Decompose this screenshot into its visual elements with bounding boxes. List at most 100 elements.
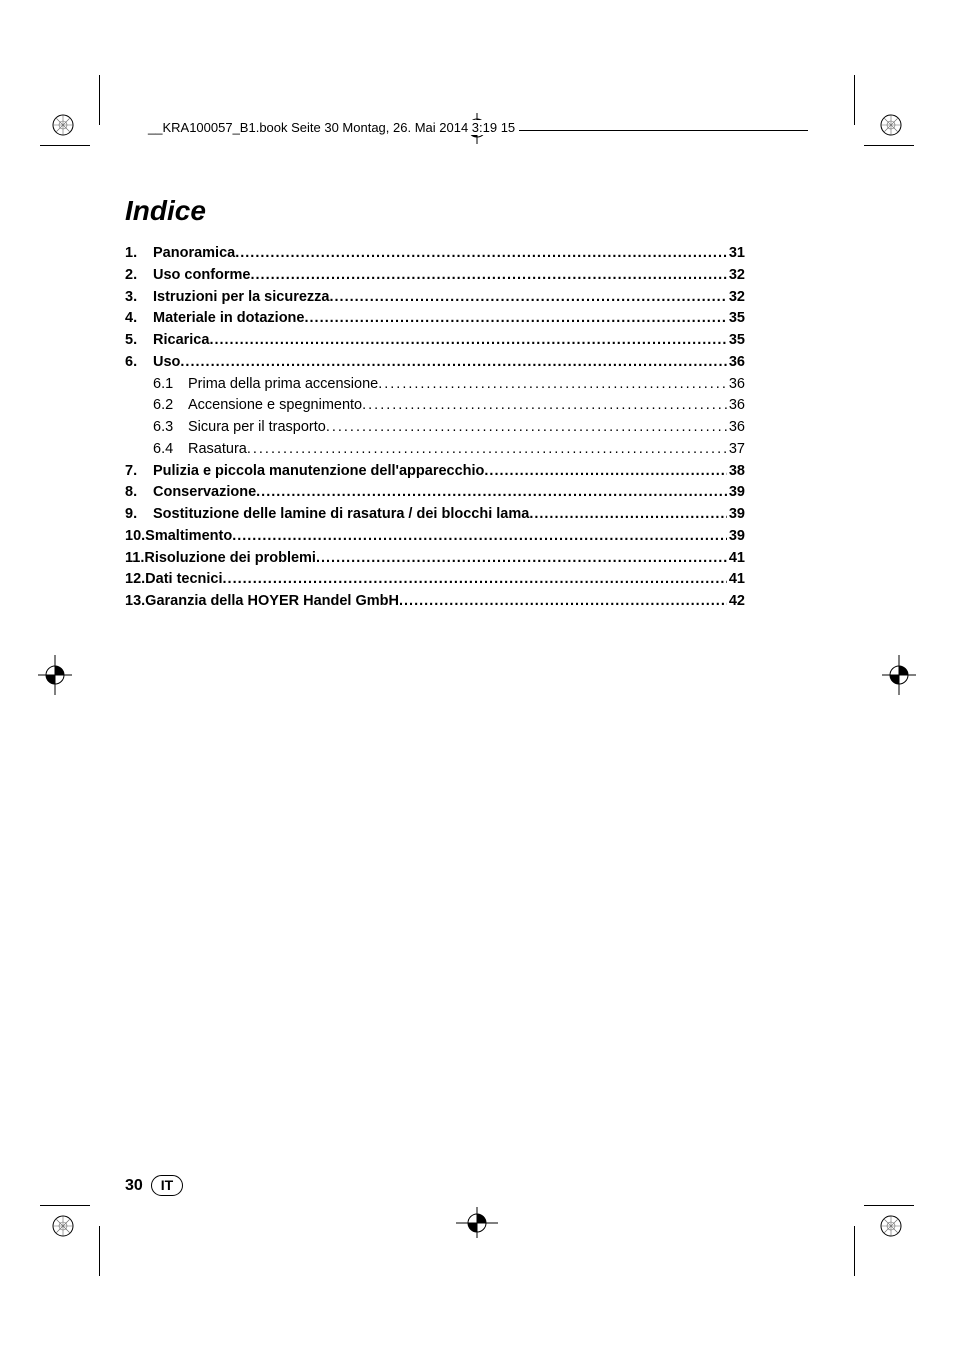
toc-section-number: 12. [125, 569, 145, 591]
toc-leader-dots [399, 591, 727, 613]
toc-row: 4.Materiale in dotazione 35 [125, 308, 745, 330]
toc-page-number: 39 [727, 482, 745, 504]
registration-mark-icon [882, 655, 916, 695]
registration-mark-icon [876, 1211, 906, 1241]
crop-mark [40, 145, 90, 146]
toc-page-number: 41 [727, 569, 745, 591]
toc-page-number: 35 [727, 330, 745, 352]
toc-label: Sicura per il trasporto [188, 417, 326, 439]
toc-label: Istruzioni per la sicurezza [153, 287, 329, 309]
crop-mark [99, 1226, 100, 1276]
toc-leader-dots [329, 287, 726, 309]
page: __KRA100057_B1.book Seite 30 Montag, 26.… [0, 0, 954, 1351]
toc-page-number: 36 [727, 352, 745, 374]
language-badge: IT [151, 1175, 183, 1196]
toc-label: Conservazione [153, 482, 256, 504]
crop-mark [99, 75, 100, 125]
toc-subsection-number: 6.4 [153, 439, 188, 461]
toc-row: 6.1Prima della prima accensione 36 [125, 374, 745, 396]
toc-label: Garanzia della HOYER Handel GmbH [145, 591, 399, 613]
toc-section-number: 10. [125, 526, 145, 548]
toc-row: 6.2Accensione e spegnimento 36 [125, 395, 745, 417]
toc-page-number: 32 [727, 265, 745, 287]
toc-label: Uso [153, 352, 180, 374]
toc-leader-dots [209, 330, 726, 352]
toc-leader-dots [232, 526, 727, 548]
registration-mark-icon [38, 655, 72, 695]
toc-section-number: 5. [125, 330, 153, 352]
toc-section-number: 4. [125, 308, 153, 330]
toc-section-number: 8. [125, 482, 153, 504]
page-title: Indice [125, 195, 745, 227]
toc-row: 6.Uso 36 [125, 352, 745, 374]
toc-label: Prima della prima accensione [188, 374, 378, 396]
toc-leader-dots [223, 569, 727, 591]
toc-page-number: 32 [727, 287, 745, 309]
crop-mark [854, 1226, 855, 1276]
crop-mark [864, 145, 914, 146]
toc-leader-dots [378, 374, 727, 396]
toc-label: Sostituzione delle lamine di rasatura / … [153, 504, 529, 526]
toc-leader-dots [251, 265, 727, 287]
toc-row: 6.4Rasatura 37 [125, 439, 745, 461]
toc-leader-dots [256, 482, 727, 504]
crop-mark [864, 1205, 914, 1206]
toc-leader-dots [235, 243, 727, 265]
running-head: __KRA100057_B1.book Seite 30 Montag, 26.… [148, 120, 808, 140]
toc-page-number: 31 [727, 243, 745, 265]
toc-subsection-number: 6.3 [153, 417, 188, 439]
content-area: Indice 1.Panoramica 312.Uso conforme 323… [125, 195, 745, 613]
toc-row: 7.Pulizia e piccola manutenzione dell'ap… [125, 461, 745, 483]
toc-leader-dots [316, 548, 727, 570]
toc-label: Pulizia e piccola manutenzione dell'appa… [153, 461, 484, 483]
toc-page-number: 41 [727, 548, 745, 570]
toc-row: 1.Panoramica 31 [125, 243, 745, 265]
toc-row: 12.Dati tecnici 41 [125, 569, 745, 591]
toc-page-number: 36 [727, 395, 745, 417]
toc-row: 13.Garanzia della HOYER Handel GmbH 42 [125, 591, 745, 613]
toc-row: 10.Smaltimento 39 [125, 526, 745, 548]
toc-row: 11.Risoluzione dei problemi 41 [125, 548, 745, 570]
toc-label: Smaltimento [145, 526, 232, 548]
toc-section-number: 1. [125, 243, 153, 265]
toc-label: Panoramica [153, 243, 235, 265]
toc-leader-dots [362, 395, 727, 417]
toc-subsection-number: 6.1 [153, 374, 188, 396]
registration-mark-icon [456, 1207, 498, 1273]
toc-label: Rasatura [188, 439, 247, 461]
toc-page-number: 35 [727, 308, 745, 330]
toc-leader-dots [326, 417, 727, 439]
toc-label: Uso conforme [153, 265, 251, 287]
toc-page-number: 38 [727, 461, 745, 483]
toc-section-number: 11. [125, 548, 144, 570]
toc-section-number: 2. [125, 265, 153, 287]
crop-mark [854, 75, 855, 125]
toc-leader-dots [180, 352, 726, 374]
toc-row: 3.Istruzioni per la sicurezza 32 [125, 287, 745, 309]
toc-row: 9.Sostituzione delle lamine di rasatura … [125, 504, 745, 526]
toc-page-number: 39 [727, 504, 745, 526]
registration-mark-icon [876, 110, 906, 140]
toc-row: 5.Ricarica 35 [125, 330, 745, 352]
toc-leader-dots [247, 439, 727, 461]
toc-section-number: 7. [125, 461, 153, 483]
registration-mark-icon [48, 110, 78, 140]
table-of-contents: 1.Panoramica 312.Uso conforme 323.Istruz… [125, 243, 745, 613]
toc-label: Risoluzione dei problemi [144, 548, 316, 570]
crop-mark [40, 1205, 90, 1206]
toc-label: Materiale in dotazione [153, 308, 304, 330]
toc-section-number: 3. [125, 287, 153, 309]
toc-page-number: 42 [727, 591, 745, 613]
toc-page-number: 36 [727, 374, 745, 396]
running-head-text: __KRA100057_B1.book Seite 30 Montag, 26.… [148, 120, 519, 135]
toc-page-number: 39 [727, 526, 745, 548]
toc-row: 6.3Sicura per il trasporto 36 [125, 417, 745, 439]
toc-label: Dati tecnici [145, 569, 222, 591]
toc-label: Ricarica [153, 330, 209, 352]
toc-subsection-number: 6.2 [153, 395, 188, 417]
toc-label: Accensione e spegnimento [188, 395, 362, 417]
toc-page-number: 36 [727, 417, 745, 439]
toc-row: 2.Uso conforme 32 [125, 265, 745, 287]
page-number: 30 [125, 1177, 143, 1195]
toc-leader-dots [529, 504, 727, 526]
